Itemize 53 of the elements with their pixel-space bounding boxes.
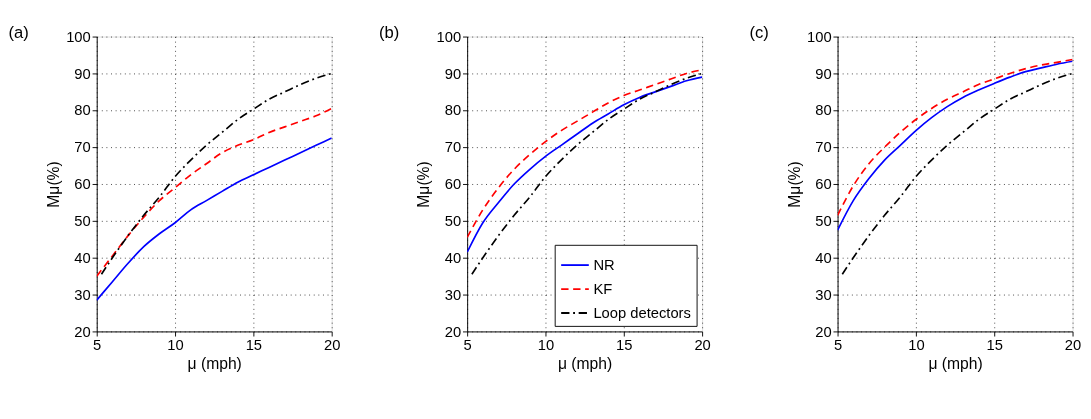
legend-label: NR	[593, 256, 615, 273]
y-tick-label: 100	[66, 28, 91, 45]
y-tick-label: 30	[74, 286, 91, 303]
chart-title: (a)	[8, 23, 29, 43]
y-tick-label: 40	[444, 249, 462, 266]
x-axis-title: μ (mph)	[928, 354, 983, 372]
y-tick-label: 100	[807, 28, 832, 45]
x-tick-label: 15	[245, 337, 263, 354]
x-tick-label: 20	[1064, 337, 1082, 354]
y-tick-label: 40	[74, 249, 91, 266]
x-tick-label: 20	[694, 337, 711, 354]
line-series	[96, 107, 332, 277]
y-tick-label: 100	[436, 28, 462, 45]
x-tick-label: 15	[616, 337, 633, 354]
y-tick-label: 30	[444, 286, 462, 303]
y-axis-title: Mμ(%)	[44, 161, 62, 208]
x-tick-label: 5	[93, 337, 102, 354]
y-tick-label: 60	[815, 176, 832, 193]
y-tick-label: 80	[74, 102, 91, 119]
x-tick-label: 5	[833, 337, 843, 354]
y-axis-title: Mμ(%)	[415, 161, 433, 208]
legend-label: KF	[593, 280, 613, 297]
x-tick-label: 5	[463, 337, 472, 354]
y-axis-title: Mμ(%)	[785, 161, 803, 208]
y-tick-label: 80	[815, 102, 832, 119]
x-tick-label: 10	[167, 337, 184, 354]
y-tick-label: 50	[444, 212, 462, 229]
y-tick-label: 90	[444, 65, 462, 82]
y-tick-label: 70	[815, 139, 832, 156]
y-tick-label: 90	[74, 65, 91, 82]
y-tick-label: 20	[74, 323, 91, 340]
x-tick-label: 10	[908, 337, 925, 354]
y-tick-label: 90	[815, 65, 832, 82]
y-tick-label: 20	[444, 323, 462, 340]
chart-title: (c)	[749, 23, 769, 43]
y-tick-label: 40	[815, 249, 832, 266]
y-tick-label: 70	[74, 139, 91, 156]
y-tick-label: 60	[74, 176, 91, 193]
legend-label: Loop detectors	[593, 304, 691, 321]
x-tick-label: 10	[537, 337, 555, 354]
line-series	[96, 137, 332, 301]
y-tick-label: 80	[444, 102, 462, 119]
y-tick-label: 70	[444, 139, 462, 156]
y-tick-label: 30	[815, 286, 832, 303]
x-axis-title: μ (mph)	[557, 354, 613, 372]
y-tick-label: 20	[815, 323, 832, 340]
y-tick-label: 50	[74, 212, 91, 229]
chart-title: (b)	[379, 23, 400, 43]
x-tick-label: 15	[986, 337, 1003, 354]
x-axis-title: μ (mph)	[187, 354, 242, 372]
y-tick-label: 60	[444, 176, 462, 193]
x-tick-label: 20	[323, 337, 341, 354]
y-tick-label: 50	[815, 212, 832, 229]
